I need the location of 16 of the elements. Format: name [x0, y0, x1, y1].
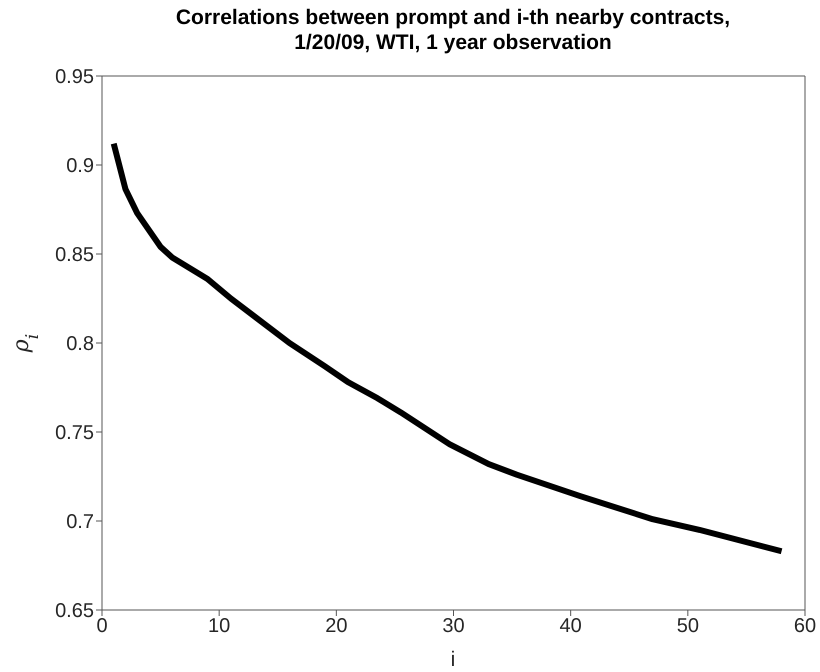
x-tick-label: 10 [208, 615, 230, 638]
x-tick-label: 50 [676, 615, 699, 638]
x-tick-label: 40 [560, 615, 582, 638]
y-tick-label: 0.7 [66, 511, 94, 534]
x-axis-title: i [450, 648, 456, 671]
x-tick-label: 0 [96, 615, 108, 638]
chart-title: Correlations between prompt and i-th nearby contracts, 1/20/09, WTI, 1 year observation [176, 6, 730, 54]
y-tick-label: 0.95 [55, 66, 94, 88]
y-tick-label: 0.9 [66, 155, 94, 178]
y-tick-label: 0.75 [55, 422, 94, 444]
y-tick-label: 0.8 [66, 333, 94, 356]
x-tick-label: 30 [442, 615, 465, 638]
y-tick-label: 0.65 [55, 600, 94, 622]
x-tick-label: 60 [794, 615, 816, 638]
y-tick-label: 0.85 [55, 244, 94, 266]
x-tick-label: 20 [325, 615, 348, 638]
